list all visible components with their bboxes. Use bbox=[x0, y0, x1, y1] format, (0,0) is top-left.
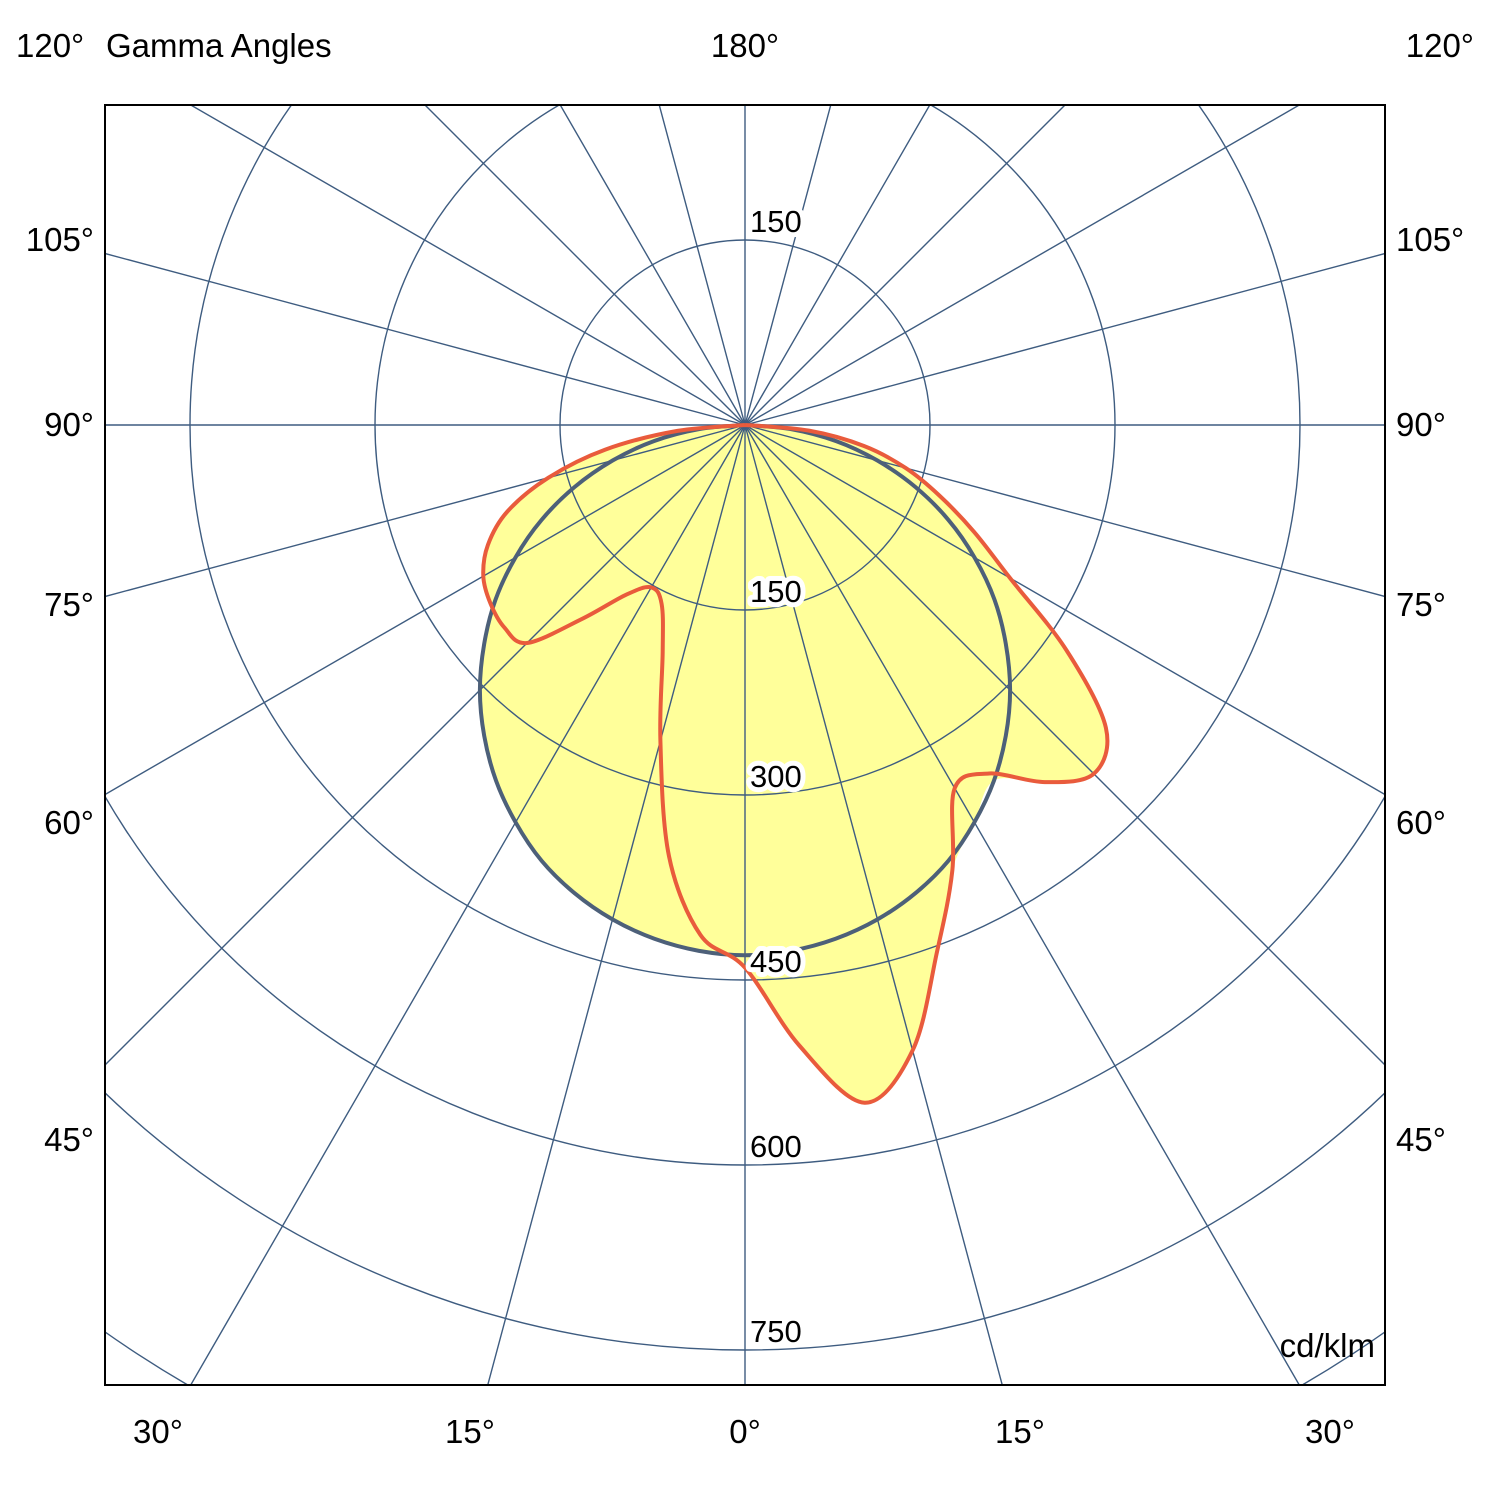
grid-ray bbox=[105, 252, 746, 426]
radial-tick-label: 150 bbox=[750, 204, 802, 239]
grid-ray bbox=[744, 424, 1385, 598]
grid-ray bbox=[105, 424, 746, 796]
grid-ray bbox=[744, 424, 1385, 796]
grid-ray bbox=[744, 424, 1385, 1066]
grid-ray bbox=[105, 424, 746, 598]
gamma-label-bottom-right-30: 30° bbox=[1305, 1413, 1355, 1450]
grid-ray bbox=[559, 105, 746, 426]
intensity-fill bbox=[479, 425, 1108, 1103]
grid-ray bbox=[744, 105, 1066, 426]
grid-ray bbox=[744, 424, 1003, 1385]
radial-tick-label: 600 bbox=[750, 1129, 802, 1164]
grid-ray bbox=[189, 105, 746, 426]
grid-ray bbox=[744, 424, 1301, 1385]
plot-frame bbox=[104, 104, 1386, 1386]
grid-ray bbox=[189, 424, 746, 1385]
radial-tick-label: 450 bbox=[750, 944, 802, 979]
grid-ray bbox=[744, 105, 931, 426]
chart-title: Gamma Angles bbox=[106, 27, 332, 64]
grid-ray bbox=[744, 105, 1301, 426]
gamma-label-left-75: 75° bbox=[44, 586, 94, 623]
curve-blue bbox=[477, 423, 1013, 958]
gamma-label-left-90: 90° bbox=[44, 406, 94, 443]
radial-tick-label: 300 bbox=[750, 759, 802, 794]
gamma-label-right-105: 105° bbox=[1396, 221, 1465, 258]
gamma-label-right-90: 90° bbox=[1396, 406, 1446, 443]
gamma-label-top-left-120: 120° bbox=[16, 27, 85, 64]
grid-ray bbox=[744, 105, 832, 426]
grid-ray bbox=[105, 424, 746, 1066]
gamma-label-left-60: 60° bbox=[44, 804, 94, 841]
gamma-label-right-60: 60° bbox=[1396, 804, 1446, 841]
gamma-label-top-right-120: 120° bbox=[1405, 27, 1474, 64]
gamma-label-right-45: 45° bbox=[1396, 1121, 1446, 1158]
grid-ray bbox=[658, 105, 746, 426]
gamma-label-left-105: 105° bbox=[25, 221, 94, 258]
gamma-label-bottom-left-15: 15° bbox=[445, 1413, 495, 1450]
gamma-label-left-45: 45° bbox=[44, 1121, 94, 1158]
gamma-label-bottom-0: 0° bbox=[729, 1413, 761, 1450]
curve-red bbox=[481, 423, 1110, 1105]
gamma-label-right-75: 75° bbox=[1396, 586, 1446, 623]
gamma-label-bottom-left-30: 30° bbox=[133, 1413, 183, 1450]
gamma-label-top-180: 180° bbox=[710, 27, 780, 64]
unit-label: cd/klm bbox=[1279, 1327, 1375, 1364]
gamma-label-bottom-right-15: 15° bbox=[995, 1413, 1045, 1450]
grid-ray bbox=[487, 424, 746, 1385]
grid-ray bbox=[744, 252, 1385, 426]
radial-tick-label: 750 bbox=[750, 1314, 802, 1349]
grid-ray bbox=[424, 105, 746, 426]
radial-tick-label: 150 bbox=[750, 574, 802, 609]
